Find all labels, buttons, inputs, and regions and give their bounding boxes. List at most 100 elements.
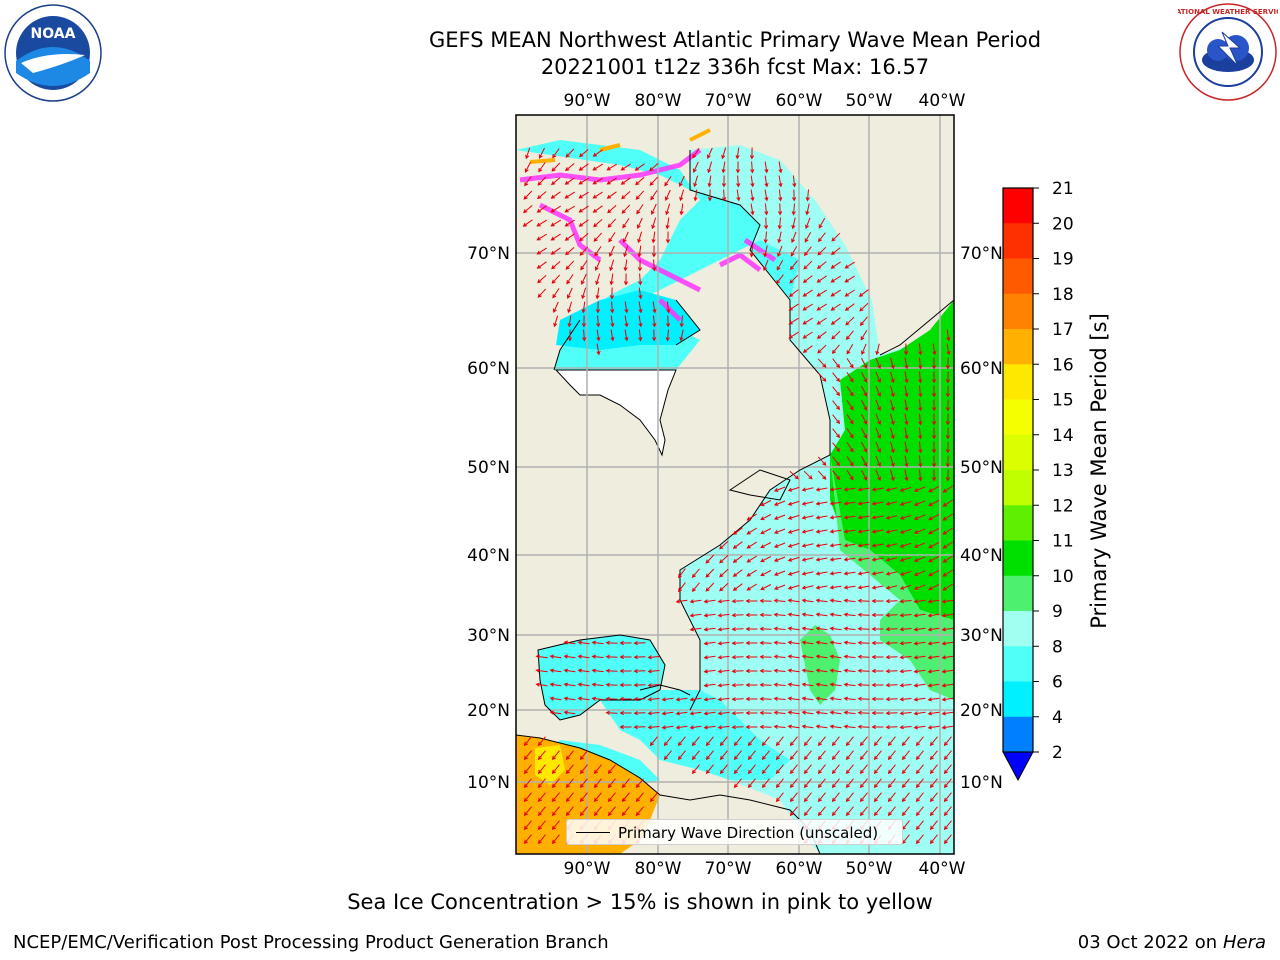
wave-direction-arrow	[913, 683, 926, 688]
wave-direction-arrow	[857, 543, 870, 548]
wave-direction-arrow	[788, 317, 799, 325]
wave-direction-arrow	[845, 792, 854, 803]
wave-direction-arrow	[551, 750, 560, 761]
wave-direction-arrow	[875, 455, 881, 468]
wave-direction-arrow	[885, 682, 898, 688]
wave-direction-arrow	[759, 598, 772, 604]
wave-direction-arrow	[890, 441, 895, 454]
wave-direction-arrow	[761, 778, 770, 789]
wave-direction-arrow	[705, 582, 715, 592]
wave-direction-arrow	[635, 177, 645, 186]
wave-direction-arrow	[829, 515, 842, 520]
wave-direction-arrow	[624, 315, 629, 328]
wave-direction-arrow	[941, 683, 954, 688]
colorbar-tick-label: 2	[1052, 743, 1063, 763]
wave-direction-arrow	[717, 711, 730, 716]
wave-direction-arrow	[773, 682, 786, 687]
wave-direction-arrow	[942, 499, 953, 507]
colorbar-tick-label: 14	[1052, 426, 1074, 446]
wave-direction-arrow	[801, 612, 814, 617]
wave-direction-arrow	[689, 599, 702, 604]
lat-label-70n-right: 70°N	[960, 244, 1003, 264]
wave-direction-arrow	[760, 556, 772, 563]
wave-direction-arrow	[942, 555, 953, 563]
wave-direction-arrow	[620, 163, 631, 171]
wave-direction-arrow	[592, 177, 603, 185]
wave-direction-arrow	[661, 725, 674, 730]
wave-direction-arrow	[871, 696, 884, 702]
wave-direction-arrow	[845, 736, 854, 747]
wave-direction-arrow	[915, 792, 924, 803]
period-green-light	[830, 455, 954, 700]
wave-direction-arrow	[875, 441, 881, 454]
wave-direction-arrow	[522, 219, 533, 227]
wave-direction-arrow	[875, 413, 881, 426]
wave-direction-arrow	[942, 541, 953, 549]
wave-direction-arrow	[904, 413, 909, 426]
wave-direction-arrow	[621, 792, 630, 803]
wave-direction-arrow	[805, 189, 810, 202]
lat-label-60n-left: 60°N	[467, 359, 510, 379]
wave-direction-arrow	[787, 724, 800, 729]
noaa-logo-text: NOAA	[31, 26, 76, 42]
wave-direction-arrow	[871, 543, 884, 548]
wave-direction-arrow	[899, 514, 912, 520]
wave-direction-arrow	[915, 778, 924, 789]
wave-direction-arrow	[788, 303, 799, 311]
wave-direction-arrow	[563, 640, 576, 645]
wave-direction-arrow	[679, 329, 684, 342]
wave-direction-arrow	[677, 582, 686, 593]
wave-direction-arrow	[745, 696, 758, 702]
wave-direction-arrow	[703, 613, 716, 618]
wave-direction-arrow	[846, 442, 854, 453]
wave-direction-arrow	[803, 246, 812, 257]
lat-label-10n-right: 10°N	[960, 773, 1003, 793]
wave-direction-arrow	[664, 189, 671, 201]
wave-direction-arrow	[817, 232, 826, 243]
wave-direction-arrow	[649, 792, 658, 803]
wave-direction-arrow	[523, 190, 533, 200]
wave-direction-arrow	[773, 724, 786, 729]
wave-direction-arrow	[803, 764, 812, 775]
wave-direction-arrow	[550, 177, 561, 186]
wave-direction-arrow	[857, 557, 870, 562]
wave-direction-arrow	[845, 750, 854, 761]
lon-labels-bottom: 90°W 80°W 70°W 60°W 50°W 40°W	[564, 859, 966, 879]
wave-direction-arrow	[815, 668, 828, 673]
wave-direction-arrow	[763, 245, 768, 258]
wave-direction-arrow	[832, 470, 841, 481]
wave-direction-arrow	[651, 329, 657, 342]
lon-label-90w-top: 90°W	[564, 91, 611, 111]
wave-direction-arrow	[831, 232, 841, 242]
wave-direction-arrow	[871, 626, 884, 632]
wave-direction-arrow	[815, 626, 828, 631]
wave-direction-arrow	[622, 231, 629, 243]
wave-direction-arrow	[927, 613, 940, 618]
wave-direction-arrow	[845, 316, 855, 326]
wave-direction-arrow	[843, 612, 856, 617]
colorbar-under-arrow	[1002, 751, 1034, 782]
wave-direction-arrow	[705, 554, 715, 564]
wave-direction-arrow	[607, 764, 616, 775]
wave-direction-arrow	[885, 598, 898, 604]
wave-direction-arrow	[773, 514, 786, 520]
wave-direction-arrow	[931, 441, 937, 454]
wave-direction-arrow	[861, 343, 867, 356]
colorbar-segment	[1003, 223, 1033, 259]
wave-direction-arrow	[859, 778, 868, 789]
wave-direction-arrow	[815, 710, 828, 715]
wave-direction-arrow	[717, 613, 730, 618]
wave-direction-arrow	[928, 569, 940, 577]
wave-direction-arrow	[829, 682, 842, 687]
wave-direction-arrow	[703, 683, 716, 688]
wave-direction-arrow	[550, 205, 561, 213]
wave-direction-arrow	[913, 697, 926, 702]
wave-direction-arrow	[563, 710, 576, 715]
colorbar-segment	[1003, 540, 1033, 577]
colorbar-tick-label: 11	[1052, 532, 1074, 552]
wave-direction-arrow	[565, 764, 574, 775]
wave-direction-arrow	[801, 710, 814, 715]
wave-direction-arrow	[801, 571, 814, 576]
wave-direction-arrow	[890, 455, 895, 468]
wave-direction-arrow	[549, 682, 562, 687]
